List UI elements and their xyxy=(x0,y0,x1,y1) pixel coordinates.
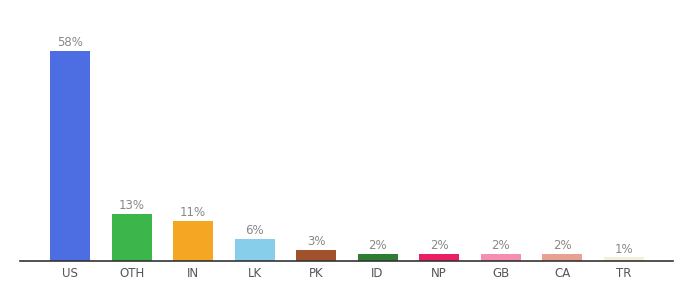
Bar xyxy=(604,257,643,261)
Bar xyxy=(542,254,582,261)
Bar xyxy=(358,254,398,261)
Bar xyxy=(296,250,336,261)
Text: 13%: 13% xyxy=(118,199,145,212)
Bar xyxy=(112,214,152,261)
Text: 11%: 11% xyxy=(180,206,206,219)
Bar xyxy=(235,239,275,261)
Text: 2%: 2% xyxy=(369,239,387,252)
Text: 2%: 2% xyxy=(491,239,510,252)
Text: 6%: 6% xyxy=(245,224,264,238)
Text: 3%: 3% xyxy=(307,235,325,248)
Text: 2%: 2% xyxy=(430,239,448,252)
Text: 2%: 2% xyxy=(553,239,571,252)
Bar xyxy=(50,51,90,261)
Text: 1%: 1% xyxy=(614,243,633,256)
Bar xyxy=(173,221,213,261)
Bar xyxy=(419,254,459,261)
Bar xyxy=(481,254,520,261)
Text: 58%: 58% xyxy=(57,36,83,50)
